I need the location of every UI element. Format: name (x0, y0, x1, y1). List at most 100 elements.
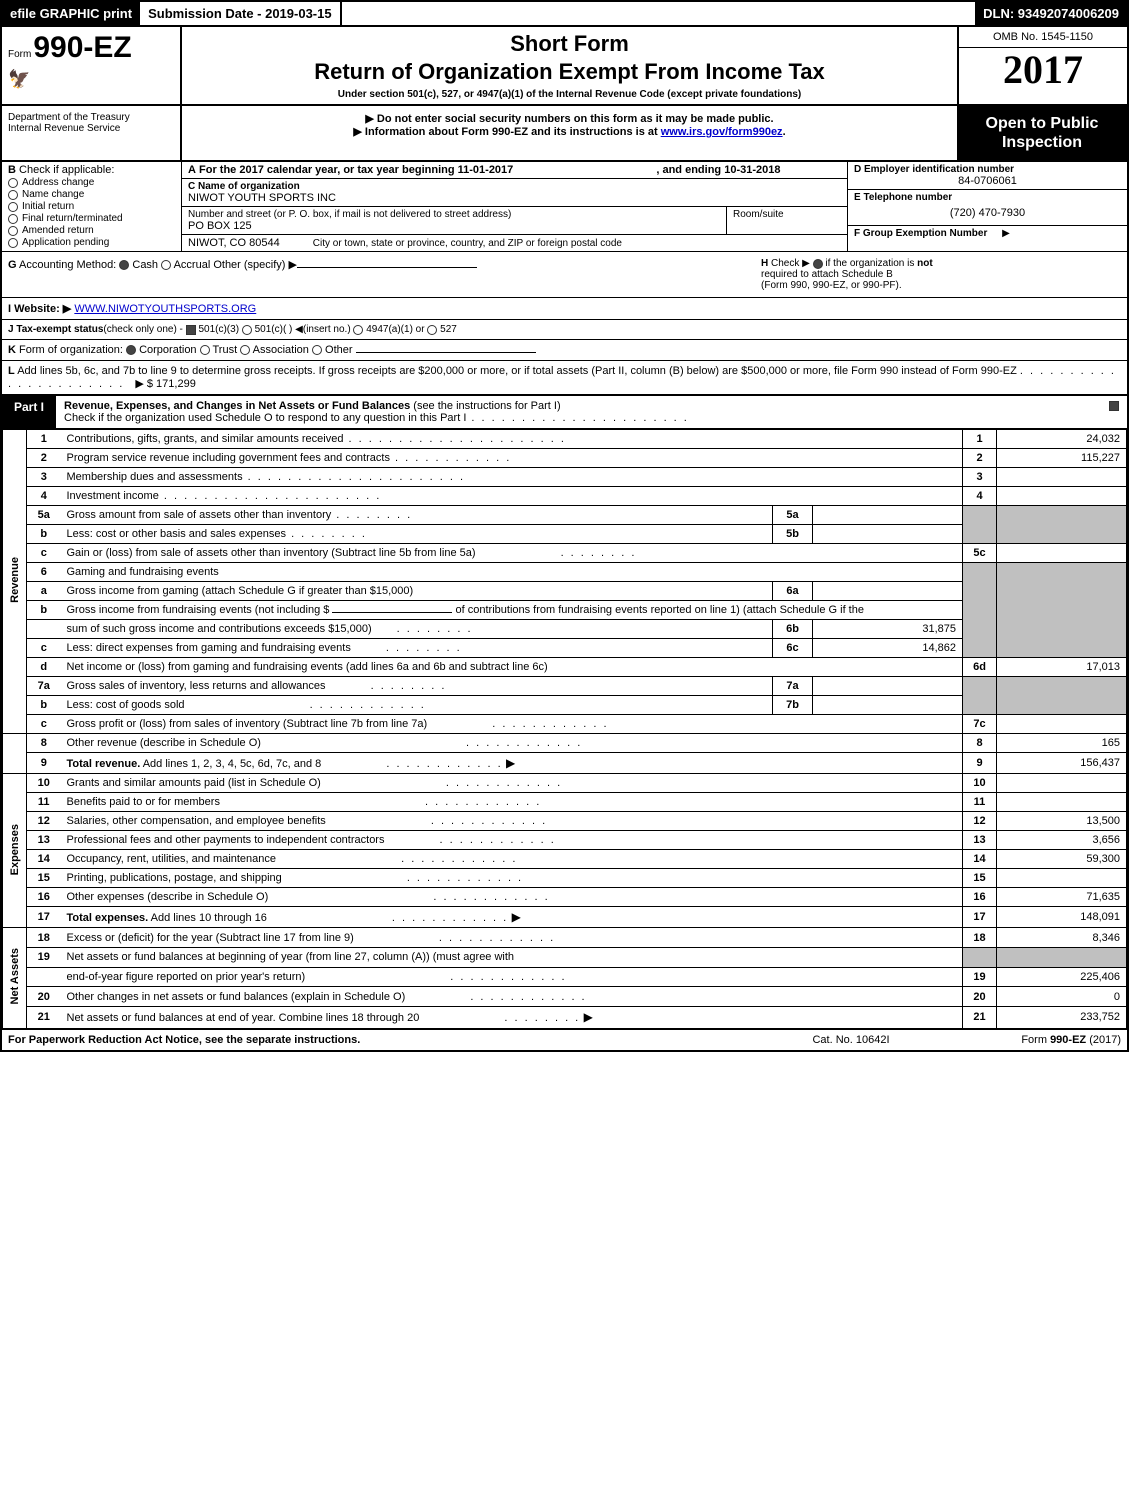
line-20-amount: 0 (997, 987, 1127, 1007)
radio-other[interactable] (312, 345, 322, 355)
part-1-title: Revenue, Expenses, and Changes in Net As… (56, 396, 1101, 428)
section-h: H Check ▶ if the organization is not req… (761, 258, 1121, 291)
revenue-side-label: Revenue (3, 430, 27, 734)
line-3-amount (997, 468, 1127, 487)
section-i-website: I Website: ▶ WWW.NIWOTYOUTHSPORTS.ORG (2, 298, 1127, 320)
cb-501c3[interactable] (186, 325, 196, 335)
tax-year: 2017 (959, 48, 1127, 92)
ein-box: D Employer identification number 84-0706… (848, 162, 1127, 190)
line-2-amount: 115,227 (997, 449, 1127, 468)
cb-schedule-b[interactable] (813, 259, 823, 269)
label-b: B (8, 164, 16, 176)
cb-final-return[interactable] (8, 214, 18, 224)
section-a-c: A For the 2017 calendar year, or tax yea… (182, 162, 847, 251)
cb-name-change[interactable] (8, 190, 18, 200)
form-prefix: Form (8, 49, 31, 60)
header-center: Short Form Return of Organization Exempt… (182, 27, 957, 104)
form-990ez-page: efile GRAPHIC print Submission Date - 20… (0, 0, 1129, 1052)
open-inspection: Open to Public Inspection (957, 106, 1127, 160)
org-name: NIWOT YOUTH SPORTS INC (188, 192, 841, 204)
line-7a-value (813, 677, 963, 696)
line-5c-amount (997, 544, 1127, 563)
website-link[interactable]: WWW.NIWOTYOUTHSPORTS.ORG (74, 303, 256, 315)
phone-value: (720) 470-7930 (854, 203, 1121, 223)
section-g: G Accounting Method: Cash Accrual Other … (8, 258, 761, 291)
short-form-title: Short Form (190, 31, 949, 57)
line-10-amount (997, 774, 1127, 793)
group-exemption-box: F Group Exemption Number ▶ (848, 226, 1127, 241)
section-b-checkboxes: B Check if applicable: Address change Na… (2, 162, 182, 251)
radio-association[interactable] (240, 345, 250, 355)
cb-4947[interactable] (353, 325, 363, 335)
org-name-box: C Name of organization NIWOT YOUTH SPORT… (182, 179, 847, 207)
irs-line: Internal Revenue Service (8, 123, 174, 134)
line-18-amount: 8,346 (997, 928, 1127, 948)
section-g-h: G Accounting Method: Cash Accrual Other … (2, 252, 1127, 298)
other-specify-blank[interactable] (297, 267, 477, 268)
line-11-amount (997, 793, 1127, 812)
check-if-applicable: Check if applicable: (19, 164, 114, 176)
under-section-text: Under section 501(c), 527, or 4947(a)(1)… (190, 89, 949, 100)
line-19-amount: 225,406 (997, 967, 1127, 987)
form990ez-link[interactable]: www.irs.gov/form990ez (661, 126, 783, 138)
top-bar: efile GRAPHIC print Submission Date - 20… (2, 2, 1127, 27)
part-1-label: Part I (2, 396, 56, 428)
catalog-number: Cat. No. 10642I (761, 1034, 941, 1046)
dept-line: Department of the Treasury (8, 112, 174, 123)
gross-receipts-amount: ▶ $ 171,299 (135, 378, 195, 390)
part-1-table: Revenue 1 Contributions, gifts, grants, … (2, 429, 1127, 1028)
page-footer: For Paperwork Reduction Act Notice, see … (2, 1029, 1127, 1050)
sub-center-notes: ▶ Do not enter social security numbers o… (182, 106, 957, 160)
line-6c-value: 14,862 (813, 639, 963, 658)
omb-number: OMB No. 1545-1150 (959, 27, 1127, 48)
line-6a-value (813, 582, 963, 601)
form-number: 990-EZ (33, 33, 131, 63)
cb-application-pending[interactable] (8, 238, 18, 248)
street-label: Number and street (or P. O. box, if mail… (188, 209, 720, 220)
phone-label: E Telephone number (854, 192, 1121, 203)
line-7b-value (813, 696, 963, 715)
section-a-b-c: B Check if applicable: Address change Na… (2, 162, 1127, 252)
radio-cash[interactable] (119, 260, 129, 270)
cb-schedule-o[interactable] (1109, 401, 1119, 411)
line-16-amount: 71,635 (997, 888, 1127, 907)
header-row: Form 990-EZ 🦅 Short Form Return of Organ… (2, 27, 1127, 106)
radio-trust[interactable] (200, 345, 210, 355)
part-1-schedule-o-check (1101, 396, 1127, 428)
topbar-spacer (342, 2, 976, 25)
note-2: ▶ Information about Form 990-EZ and its … (188, 125, 951, 138)
part-1-header: Part I Revenue, Expenses, and Changes in… (2, 396, 1127, 429)
submission-date: Submission Date - 2019-03-15 (140, 2, 342, 25)
city-label: City or town, state or province, country… (313, 238, 622, 249)
cb-501c[interactable] (242, 325, 252, 335)
radio-corporation[interactable] (126, 345, 136, 355)
cb-initial-return[interactable] (8, 202, 18, 212)
cb-address-change[interactable] (8, 178, 18, 188)
ein-value: 84-0706061 (854, 175, 1121, 187)
line-4-amount (997, 487, 1127, 506)
irs-seal-icon: 🦅 (8, 69, 174, 90)
room-suite-label: Room/suite (727, 207, 847, 235)
expenses-side-label: Expenses (3, 774, 27, 928)
section-j-status: J Tax-exempt status(check only one) - 50… (2, 320, 1127, 340)
paperwork-notice: For Paperwork Reduction Act Notice, see … (8, 1034, 761, 1046)
cb-amended-return[interactable] (8, 226, 18, 236)
form-footer-label: Form 990-EZ (2017) (941, 1034, 1121, 1046)
header-right: OMB No. 1545-1150 2017 (957, 27, 1127, 104)
cb-527[interactable] (427, 325, 437, 335)
label-a: A (188, 164, 196, 176)
other-org-blank[interactable] (356, 352, 536, 353)
efile-label: efile GRAPHIC print (2, 2, 140, 25)
section-l-receipts: L Add lines 5b, 6c, and 7b to line 9 to … (2, 361, 1127, 396)
radio-accrual[interactable] (161, 260, 171, 270)
line-21-amount: 233,752 (997, 1007, 1127, 1029)
line-17-amount: 148,091 (997, 907, 1127, 928)
section-d-e-f: D Employer identification number 84-0706… (847, 162, 1127, 251)
city-value: NIWOT, CO 80544 (188, 237, 280, 249)
return-title: Return of Organization Exempt From Incom… (190, 59, 949, 85)
sub-header-row: Department of the Treasury Internal Reve… (2, 106, 1127, 162)
line-1-amount: 24,032 (997, 430, 1127, 449)
ein-label: D Employer identification number (854, 164, 1121, 175)
line-9-amount: 156,437 (997, 753, 1127, 774)
note-1: ▶ Do not enter social security numbers o… (188, 112, 951, 125)
